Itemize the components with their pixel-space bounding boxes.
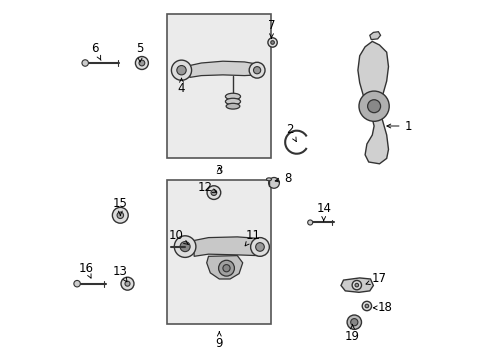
- Circle shape: [218, 260, 234, 276]
- Bar: [167, 180, 271, 324]
- Text: 15: 15: [113, 197, 127, 216]
- Circle shape: [351, 280, 361, 290]
- Text: 8: 8: [275, 172, 291, 185]
- Circle shape: [180, 242, 190, 252]
- Polygon shape: [340, 278, 373, 292]
- Circle shape: [74, 280, 80, 287]
- Ellipse shape: [225, 93, 240, 100]
- Bar: [167, 14, 271, 158]
- Circle shape: [174, 236, 196, 257]
- Circle shape: [135, 57, 148, 69]
- Circle shape: [362, 301, 371, 311]
- Circle shape: [223, 265, 230, 272]
- Polygon shape: [206, 256, 242, 279]
- Circle shape: [267, 38, 277, 47]
- Text: 3: 3: [215, 165, 223, 177]
- Ellipse shape: [225, 98, 240, 105]
- Polygon shape: [357, 41, 387, 164]
- Circle shape: [177, 66, 186, 75]
- Circle shape: [354, 283, 358, 287]
- Text: 1: 1: [386, 120, 411, 132]
- Circle shape: [367, 100, 380, 113]
- Circle shape: [171, 60, 191, 80]
- Circle shape: [255, 243, 264, 251]
- Text: 6: 6: [91, 42, 101, 60]
- Ellipse shape: [266, 178, 271, 181]
- Text: 17: 17: [365, 273, 386, 285]
- Text: 18: 18: [372, 301, 391, 314]
- Text: 4: 4: [177, 78, 185, 95]
- Text: 12: 12: [197, 181, 216, 194]
- Circle shape: [249, 62, 264, 78]
- Ellipse shape: [225, 103, 239, 109]
- Text: 2: 2: [285, 123, 296, 141]
- Circle shape: [346, 315, 361, 329]
- Text: 16: 16: [79, 262, 93, 278]
- Text: 11: 11: [244, 229, 261, 246]
- Text: 10: 10: [168, 229, 188, 245]
- Circle shape: [350, 319, 357, 326]
- Circle shape: [125, 281, 130, 286]
- Circle shape: [268, 177, 279, 188]
- Circle shape: [121, 277, 134, 290]
- Text: 5: 5: [136, 42, 143, 62]
- Circle shape: [358, 91, 388, 121]
- Circle shape: [117, 212, 123, 219]
- Polygon shape: [189, 61, 261, 77]
- Circle shape: [250, 238, 269, 256]
- Circle shape: [253, 67, 260, 74]
- Circle shape: [365, 304, 368, 308]
- Text: 14: 14: [316, 202, 330, 221]
- Text: 19: 19: [345, 324, 359, 343]
- Circle shape: [139, 60, 144, 66]
- Circle shape: [211, 190, 216, 195]
- Circle shape: [270, 41, 274, 44]
- Circle shape: [307, 220, 312, 225]
- Circle shape: [82, 60, 88, 66]
- Circle shape: [206, 186, 220, 199]
- Text: 13: 13: [113, 265, 127, 282]
- Polygon shape: [369, 32, 380, 40]
- Text: 7: 7: [267, 19, 275, 38]
- Text: 9: 9: [215, 332, 223, 350]
- Circle shape: [112, 207, 128, 223]
- Polygon shape: [194, 237, 263, 256]
